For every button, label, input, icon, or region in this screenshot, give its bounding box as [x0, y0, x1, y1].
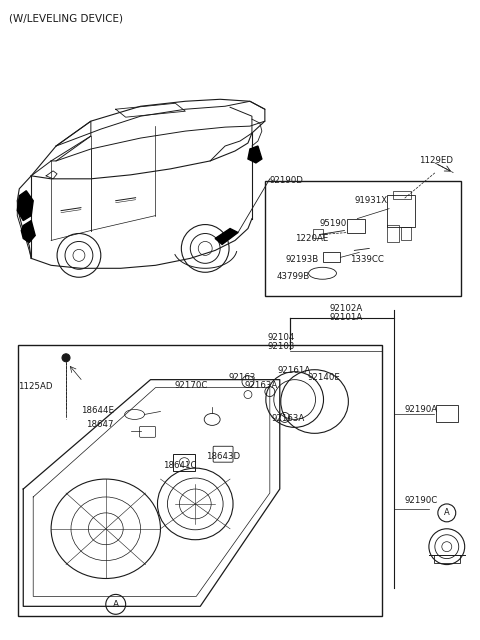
Polygon shape: [248, 146, 262, 163]
Bar: [18, 345, 382, 616]
Text: 92163A: 92163A: [272, 415, 305, 424]
Text: 92190D: 92190D: [270, 176, 304, 185]
Bar: [393, 191, 411, 198]
Text: 92193B: 92193B: [286, 255, 319, 264]
Polygon shape: [215, 228, 238, 244]
Text: 92101A: 92101A: [329, 313, 363, 322]
Bar: [434, 555, 460, 563]
Text: 1339CC: 1339CC: [350, 255, 384, 264]
Text: A: A: [444, 508, 450, 517]
Text: 18641C: 18641C: [164, 461, 197, 470]
Text: 92161A: 92161A: [278, 365, 311, 375]
Text: 18643D: 18643D: [206, 452, 240, 461]
Text: 43799B: 43799B: [277, 272, 310, 281]
Text: 92140E: 92140E: [308, 372, 340, 381]
Text: 1129ED: 1129ED: [419, 156, 453, 165]
Bar: [436, 404, 458, 422]
Bar: [387, 195, 415, 227]
Text: 95190: 95190: [320, 219, 347, 228]
Text: 18647: 18647: [86, 420, 113, 429]
Text: 92170C: 92170C: [174, 381, 208, 390]
Text: 18644E: 18644E: [81, 406, 114, 415]
Text: 92103: 92103: [268, 342, 295, 351]
Bar: [323, 252, 340, 262]
Bar: [401, 227, 411, 241]
Text: 91931X: 91931X: [354, 196, 387, 205]
Text: 1125AD: 1125AD: [18, 381, 53, 390]
Bar: [265, 181, 461, 296]
Text: 92163A: 92163A: [245, 381, 278, 390]
Bar: [387, 225, 399, 243]
Polygon shape: [17, 191, 33, 221]
Text: A: A: [113, 600, 119, 609]
Text: 92190C: 92190C: [404, 496, 437, 505]
Circle shape: [62, 354, 70, 362]
Bar: [312, 228, 323, 239]
Bar: [348, 219, 365, 232]
Text: 92190A: 92190A: [404, 404, 437, 413]
Polygon shape: [21, 221, 35, 243]
Text: 1220AE: 1220AE: [295, 234, 328, 243]
Text: (W/LEVELING DEVICE): (W/LEVELING DEVICE): [9, 14, 123, 24]
Bar: [173, 454, 195, 471]
Text: 92102A: 92102A: [329, 304, 363, 313]
Text: 92163: 92163: [228, 372, 255, 381]
Text: 92104: 92104: [268, 333, 295, 342]
